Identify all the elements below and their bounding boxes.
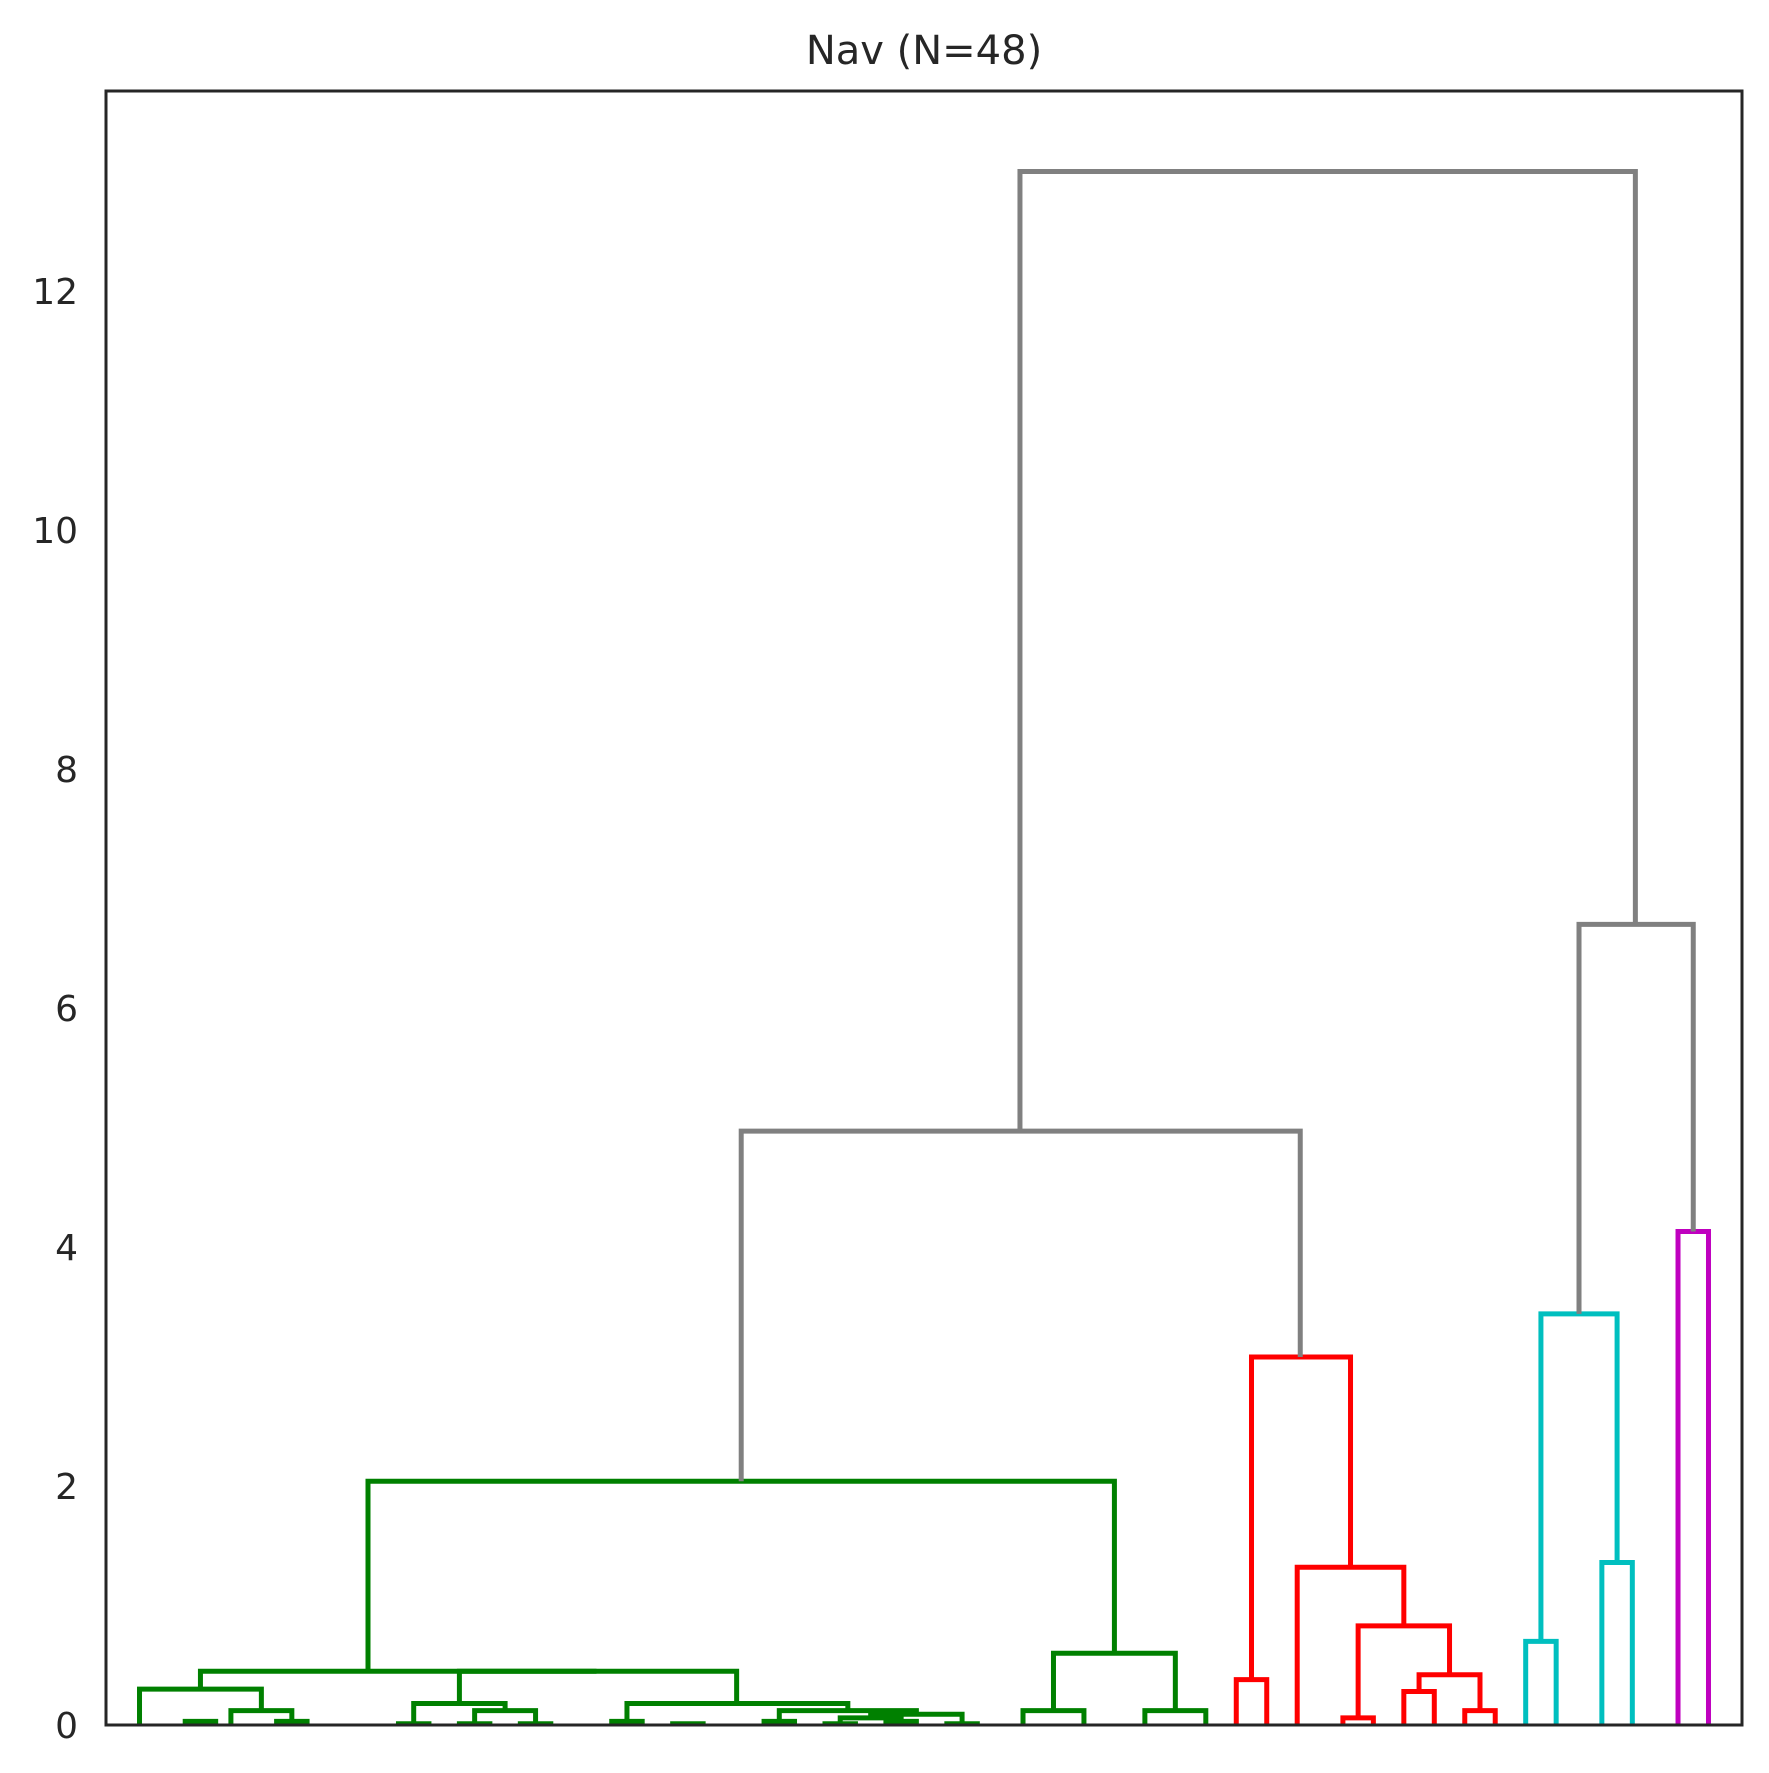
- dendrogram-links: [137, 169, 1711, 1727]
- dendrogram-link-g12: [761, 1718, 798, 1725]
- dendrogram-link-g2: [274, 1718, 310, 1725]
- dendrogram-link-r8: [1249, 1354, 1354, 1680]
- dendrogram-link-r7: [1294, 1564, 1407, 1725]
- dendrogram-link-g20: [456, 1668, 740, 1704]
- y-tick-label: 8: [55, 750, 78, 791]
- y-tick-label: 2: [55, 1467, 78, 1508]
- dendrogram-link-g21: [197, 1668, 597, 1690]
- dendrogram-link-r3: [1401, 1689, 1437, 1725]
- dendrogram-link-r1: [1233, 1677, 1270, 1725]
- y-tick-label: 4: [55, 1228, 78, 1269]
- dendrogram-link-c2: [1599, 1559, 1635, 1725]
- dendrogram-link-g24: [1050, 1650, 1178, 1711]
- dendrogram-link-g9: [411, 1700, 508, 1724]
- y-axis-ticks: 0 2 4 6 8 10 12: [32, 272, 78, 1747]
- dendrogram-link-c1: [1523, 1638, 1559, 1725]
- plot-frame: [104, 89, 1744, 1727]
- y-tick-label: 10: [32, 511, 78, 552]
- dendrogram-link-g10: [609, 1718, 645, 1725]
- dendrogram-link-g23: [1142, 1708, 1209, 1725]
- dendrogram-link-c3: [1538, 1311, 1620, 1642]
- dendrogram-link-a1: [738, 1128, 1303, 1482]
- dendrogram-link-g25: [365, 1478, 1117, 1672]
- y-tick-label: 6: [55, 989, 78, 1030]
- dendrogram-link-a3: [1017, 169, 1638, 1132]
- y-tick-label: 12: [32, 272, 78, 313]
- dendrogram-link-g22: [1020, 1708, 1087, 1725]
- dendrogram-link-g14: [883, 1718, 919, 1725]
- dendrogram-link-g1: [182, 1718, 219, 1725]
- y-tick-label: 0: [55, 1706, 78, 1747]
- dendrogram-link-m1: [1675, 1228, 1711, 1725]
- chart-title: Nav (N=48): [806, 28, 1042, 74]
- dendrogram-link-r4: [1462, 1708, 1498, 1725]
